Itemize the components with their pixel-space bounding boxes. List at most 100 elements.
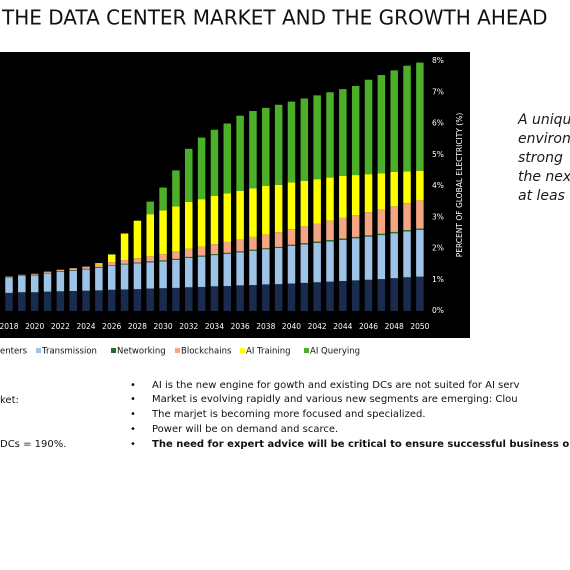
legend-label: Networking xyxy=(117,347,166,357)
bar-segment xyxy=(133,262,142,264)
bar-segment xyxy=(313,179,321,224)
bar-segment xyxy=(262,234,270,249)
bar-segment xyxy=(69,268,77,271)
bar-segment xyxy=(43,272,52,274)
bar-segment xyxy=(172,287,180,311)
bar-segment xyxy=(159,260,167,262)
bar-segment xyxy=(390,231,398,234)
bar-segment xyxy=(326,281,334,311)
bar-segment xyxy=(351,280,360,311)
bar-segment xyxy=(223,253,232,286)
bar-segment xyxy=(364,174,373,213)
bar-segment xyxy=(82,290,90,311)
bar-segment xyxy=(95,267,103,268)
bar-segment xyxy=(274,104,283,185)
bullet-text: The need for expert advice will be criti… xyxy=(152,439,569,450)
bar-segment xyxy=(326,220,334,241)
bar-segment xyxy=(339,239,347,281)
bar-segment xyxy=(300,282,309,311)
bar-segment xyxy=(69,270,77,291)
bar-segment xyxy=(172,258,180,260)
bar-segment xyxy=(56,269,65,272)
bar-segment xyxy=(185,248,193,257)
bar-segment xyxy=(403,171,411,204)
x-tick-label: 2040 xyxy=(282,322,301,331)
y-tick-label: 1% xyxy=(432,275,444,284)
bar-segment xyxy=(56,271,65,292)
bar-segment xyxy=(300,243,309,245)
bar-segment xyxy=(133,289,142,311)
bar-segment xyxy=(403,203,411,231)
bar-segment xyxy=(159,288,167,311)
bar-segment xyxy=(339,89,347,176)
bar-segment xyxy=(185,287,193,311)
bar-segment xyxy=(351,215,360,237)
bar-segment xyxy=(236,191,244,240)
bar-segment xyxy=(159,261,167,289)
bar-segment xyxy=(210,255,219,287)
bullet-dot: • xyxy=(130,394,136,405)
bar-segment xyxy=(197,246,206,256)
bar-segment xyxy=(56,291,65,311)
bar-segment xyxy=(287,246,296,284)
bullet-text: Power will be on demand and scarce. xyxy=(152,424,338,435)
bar-segment xyxy=(95,267,103,291)
bar-segment xyxy=(287,101,296,183)
bar-segment xyxy=(274,232,283,247)
bar-segment xyxy=(416,200,424,229)
left-line: ket: xyxy=(0,395,19,406)
bar-segment xyxy=(390,70,398,172)
x-tick-label: 2038 xyxy=(256,322,275,331)
bar-segment xyxy=(159,210,167,255)
bar-segment xyxy=(390,233,398,279)
bar-segment xyxy=(120,263,129,265)
bar-segment xyxy=(146,261,154,263)
bar-segment xyxy=(236,115,244,191)
bar-segment xyxy=(300,244,309,283)
bar-segment xyxy=(313,95,321,180)
bar-segment xyxy=(107,262,116,266)
x-tick-label: 2042 xyxy=(308,322,327,331)
x-tick-label: 2036 xyxy=(231,322,250,331)
bar-segment xyxy=(274,246,283,248)
bar-segment xyxy=(30,273,39,275)
bar-segment xyxy=(390,206,398,232)
bar-segment xyxy=(313,282,321,311)
bar-segment xyxy=(172,170,180,207)
bar-segment xyxy=(197,286,206,311)
bar-segment xyxy=(326,240,334,242)
bar-segment xyxy=(18,274,26,276)
x-tick-label: 2046 xyxy=(359,322,378,331)
left-text: ket: DCs = 190%. xyxy=(0,395,66,450)
bar-segment xyxy=(364,79,373,175)
x-tick-label: 2026 xyxy=(102,322,121,331)
bar-segment xyxy=(185,257,193,288)
y-tick-label: 3% xyxy=(432,212,444,221)
bar-segment xyxy=(274,184,283,233)
bar-segment xyxy=(249,285,257,311)
bar-segment xyxy=(146,201,154,215)
bar-segment xyxy=(236,251,244,253)
bar-segment xyxy=(30,275,39,293)
legend-label: Blockchains xyxy=(181,347,232,357)
bar-segment xyxy=(390,278,398,311)
bar-segment xyxy=(249,111,257,189)
bar-segment xyxy=(210,196,219,245)
bar-segment xyxy=(339,176,347,218)
bullet-text: The marjet is becoming more focused and … xyxy=(151,409,426,420)
bar-segment xyxy=(416,170,424,201)
bar-segment xyxy=(377,279,386,311)
bar-segment xyxy=(274,284,283,311)
bar-segment xyxy=(339,281,347,311)
x-tick-label: 2018 xyxy=(0,322,19,331)
bar-segment xyxy=(82,269,90,291)
bar-segment xyxy=(159,187,167,211)
bar-segment xyxy=(223,123,232,194)
bar-segment xyxy=(18,276,26,293)
bar-segment xyxy=(120,289,129,311)
bar-segment xyxy=(300,98,309,181)
bar-segment xyxy=(107,254,116,263)
bar-segment xyxy=(249,236,257,250)
bar-segment xyxy=(249,188,257,237)
bar-segment xyxy=(326,177,334,221)
